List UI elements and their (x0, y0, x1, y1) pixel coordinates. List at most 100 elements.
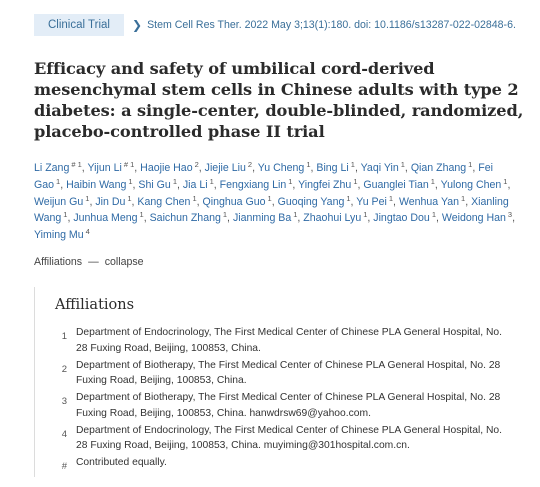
author-affiliation-ref[interactable]: 1 (267, 193, 272, 203)
affiliation-number: 4 (61, 428, 67, 440)
author-name-link[interactable]: Yijun Li (87, 162, 122, 174)
author-affiliation-ref[interactable]: 1 (293, 210, 298, 220)
author-name-link[interactable]: Haojie Hao (140, 162, 193, 174)
author-affiliation-ref[interactable]: 1 (288, 176, 293, 186)
author-name-link[interactable]: Qian Zhang (410, 162, 467, 174)
author-item: Jiejie Liu 2 (204, 160, 253, 174)
author-affiliation-ref[interactable]: 1 (430, 176, 435, 186)
affiliation-item: 1 Department of Endocrinology, The First … (35, 325, 513, 356)
author-separator: , (357, 178, 364, 191)
affiliations-toggle-label: Affiliations (34, 255, 83, 268)
article-meta: Clinical Trial ❯ Stem Cell Res Ther. 202… (34, 14, 524, 36)
author-name-link[interactable]: Fengxiang Lin (219, 178, 287, 191)
author-affiliation-ref[interactable]: 1 (127, 193, 132, 203)
author-name-link[interactable]: Guoqing Yang (277, 195, 345, 208)
author-affiliation-ref[interactable]: 1 (350, 160, 355, 169)
author-affiliation-ref[interactable]: # 1 (123, 160, 135, 169)
author-separator: , (310, 162, 317, 174)
author-name-link[interactable]: Jin Du (95, 195, 126, 208)
author-name-link[interactable]: Guanglei Tian (363, 178, 429, 191)
collapse-button[interactable]: collapse (104, 255, 144, 268)
author-affiliation-ref[interactable]: 1 (363, 210, 368, 220)
author-affiliation-ref[interactable]: 1 (346, 193, 351, 203)
author-name-link[interactable]: Weijun Gu (34, 195, 84, 208)
author-name-link[interactable]: Shi Gu (138, 178, 171, 191)
affiliations-panel: Affiliations 1 Department of Endocrinolog… (34, 287, 513, 477)
author-name-link[interactable]: Yu Pei (356, 195, 387, 208)
author-affiliation-ref[interactable]: 1 (139, 210, 144, 220)
author-affiliation-ref[interactable]: 1 (388, 193, 394, 203)
author-item: Jin Du 1 (95, 193, 132, 208)
author-name-link[interactable]: Bing Li (316, 162, 349, 174)
author-name-link[interactable]: Yu Cheng (257, 162, 305, 174)
author-affiliation-ref[interactable]: 1 (461, 193, 466, 203)
author-affiliation-ref[interactable]: 1 (172, 176, 177, 186)
authors-list: Li Zang # 1, Yijun Li # 1, Haojie Hao 2, Ji… (34, 160, 524, 244)
author-name-link[interactable]: Fei Gao (34, 162, 493, 191)
author-affiliation-ref[interactable]: 1 (128, 176, 133, 186)
article-header: Clinical Trial ❯ Stem Cell Res Ther. 202… (34, 14, 524, 268)
author-separator: , (404, 162, 411, 174)
author-name-link[interactable]: Yiming Mu (34, 229, 84, 242)
author-item: Shi Gu 1 (138, 176, 177, 191)
author-name-link[interactable]: Xianling Wang (34, 195, 509, 225)
citation-link[interactable]: Stem Cell Res Ther. 2022 May 3;13(1):180… (147, 19, 516, 31)
author-name-link[interactable]: Yaqi Yin (360, 162, 399, 174)
author-separator: , (67, 212, 74, 225)
author-separator: , (436, 212, 442, 225)
author-affiliation-ref[interactable]: 1 (85, 193, 90, 203)
author-item: Jia Li 1 (182, 176, 214, 191)
author-item: Jianming Ba 1 (232, 210, 298, 225)
author-name-link[interactable]: Jingtao Dou (373, 212, 430, 225)
author-name-link[interactable]: Yingfei Zhu (298, 178, 352, 191)
author-separator: , (472, 162, 479, 174)
affiliation-text: Contributed equally. (76, 457, 167, 469)
author-affiliation-ref[interactable]: 2 (247, 160, 253, 169)
author-separator: , (196, 195, 203, 208)
author-item: Guoqing Yang 1 (277, 193, 351, 208)
author-separator: , (131, 195, 138, 208)
author-item: Junhua Meng 1 (73, 210, 144, 225)
author-affiliation-ref[interactable]: 1 (468, 160, 473, 169)
author-name-link[interactable]: Zhaohui Lyu (303, 212, 362, 225)
publication-type-badge[interactable]: Clinical Trial (34, 14, 124, 36)
author-affiliation-ref[interactable]: 1 (192, 193, 197, 203)
author-separator: , (271, 195, 278, 208)
author-name-link[interactable]: Jiejie Liu (204, 162, 246, 174)
author-name-link[interactable]: Jia Li (182, 178, 208, 191)
author-name-link[interactable]: Junhua Meng (73, 212, 138, 225)
author-affiliation-ref[interactable]: 1 (353, 176, 358, 186)
author-item: Yaqi Yin 1 (360, 160, 405, 174)
author-name-link[interactable]: Yulong Chen (440, 178, 502, 191)
author-name-link[interactable]: Jianming Ba (232, 212, 292, 225)
author-affiliation-ref[interactable]: 2 (194, 160, 199, 169)
affiliation-number: 1 (61, 331, 67, 342)
author-item: Qinghua Guo 1 (202, 193, 272, 208)
author-affiliation-ref[interactable]: 1 (209, 176, 214, 186)
author-name-link[interactable]: Kang Chen (137, 195, 191, 208)
author-name-link[interactable]: Saichun Zhang (149, 212, 221, 225)
author-name-link[interactable]: Weidong Han (441, 212, 506, 225)
author-separator: , (292, 178, 299, 191)
author-name-link[interactable]: Haibin Wang (66, 178, 127, 191)
author-affiliation-ref[interactable]: 1 (56, 176, 61, 186)
author-name-link[interactable]: Wenhua Yan (398, 195, 460, 208)
author-affiliation-ref[interactable]: # 1 (71, 160, 82, 169)
affiliation-number: 2 (61, 363, 67, 375)
author-affiliation-ref[interactable]: 1 (400, 160, 405, 169)
author-separator: , (393, 195, 399, 208)
author-separator: , (512, 212, 516, 225)
author-affiliation-ref[interactable]: 1 (222, 210, 228, 220)
author-separator: , (367, 212, 374, 225)
author-affiliation-ref[interactable]: 1 (306, 160, 311, 169)
author-affiliation-ref[interactable]: 1 (431, 210, 436, 220)
author-affiliation-ref[interactable]: 3 (507, 210, 513, 220)
author-affiliation-ref[interactable]: 1 (503, 176, 508, 186)
author-affiliation-ref[interactable]: 1 (63, 210, 68, 220)
affiliation-item: 4 Department of Endocrinology, The First … (35, 423, 513, 454)
author-separator: , (143, 212, 150, 225)
author-name-link[interactable]: Qinghua Guo (202, 195, 266, 208)
author-affiliation-ref[interactable]: 4 (85, 227, 90, 237)
author-name-link[interactable]: Li Zang (34, 162, 70, 174)
author-item: Wenhua Yan 1 (398, 193, 466, 208)
